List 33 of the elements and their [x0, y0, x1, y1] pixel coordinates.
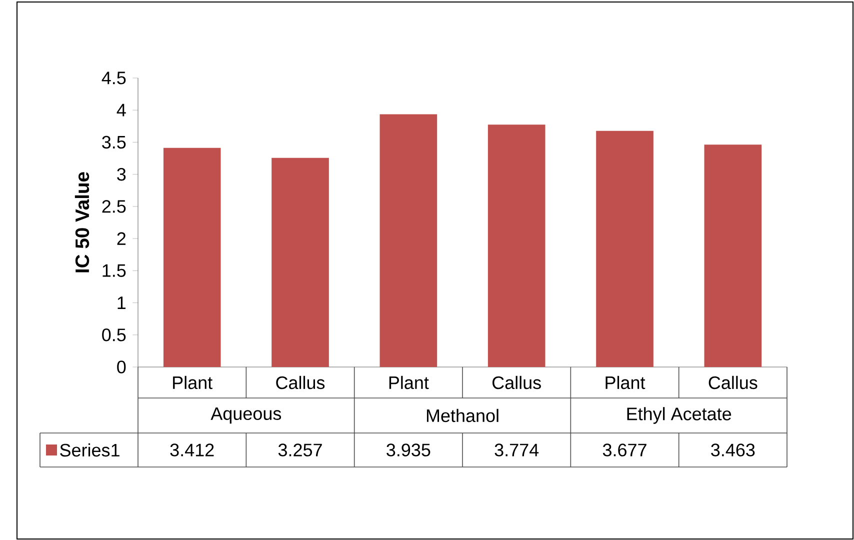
- y-tick-label: 3.5: [102, 136, 126, 149]
- bar: [704, 144, 762, 367]
- bar: [488, 124, 546, 367]
- y-tick-label: 4: [116, 104, 126, 116]
- x-tick-label: Callus: [708, 376, 758, 390]
- y-tick-label: 0.5: [102, 328, 126, 342]
- y-axis-title: IC 50 Value: [74, 172, 90, 272]
- y-tick-label: 4.5: [102, 72, 126, 84]
- y-tick-label: 1.5: [102, 264, 126, 277]
- data-label: 3.463: [711, 444, 755, 456]
- data-label: 3.774: [494, 444, 539, 456]
- data-label: 3.935: [386, 444, 430, 456]
- y-tick-label: 0: [117, 360, 126, 374]
- y-tick-label: 1: [118, 296, 126, 309]
- x-tick-label: Plant: [173, 376, 212, 390]
- bar: [272, 158, 329, 367]
- data-label: 3.677: [602, 444, 646, 456]
- bar: [596, 130, 654, 367]
- x-tick-label: Callus: [492, 376, 541, 390]
- y-tick-label: 3: [117, 168, 126, 181]
- text: Methanol: [426, 408, 498, 422]
- text: Ethyl Acetate: [627, 407, 732, 424]
- data-label: 3.412: [170, 444, 214, 456]
- x-tick-label: Callus: [276, 376, 325, 390]
- bar: [163, 148, 221, 367]
- legend-label: Series1: [60, 443, 120, 457]
- x-tick-label: Plant: [606, 376, 646, 390]
- x-tick-label: Plant: [389, 376, 429, 390]
- y-tick-label: 2: [117, 232, 126, 245]
- text: Aqueous: [210, 407, 282, 424]
- data-label: 3.257: [278, 444, 322, 456]
- bar: [380, 114, 438, 367]
- y-tick-label: 2.5: [102, 200, 126, 213]
